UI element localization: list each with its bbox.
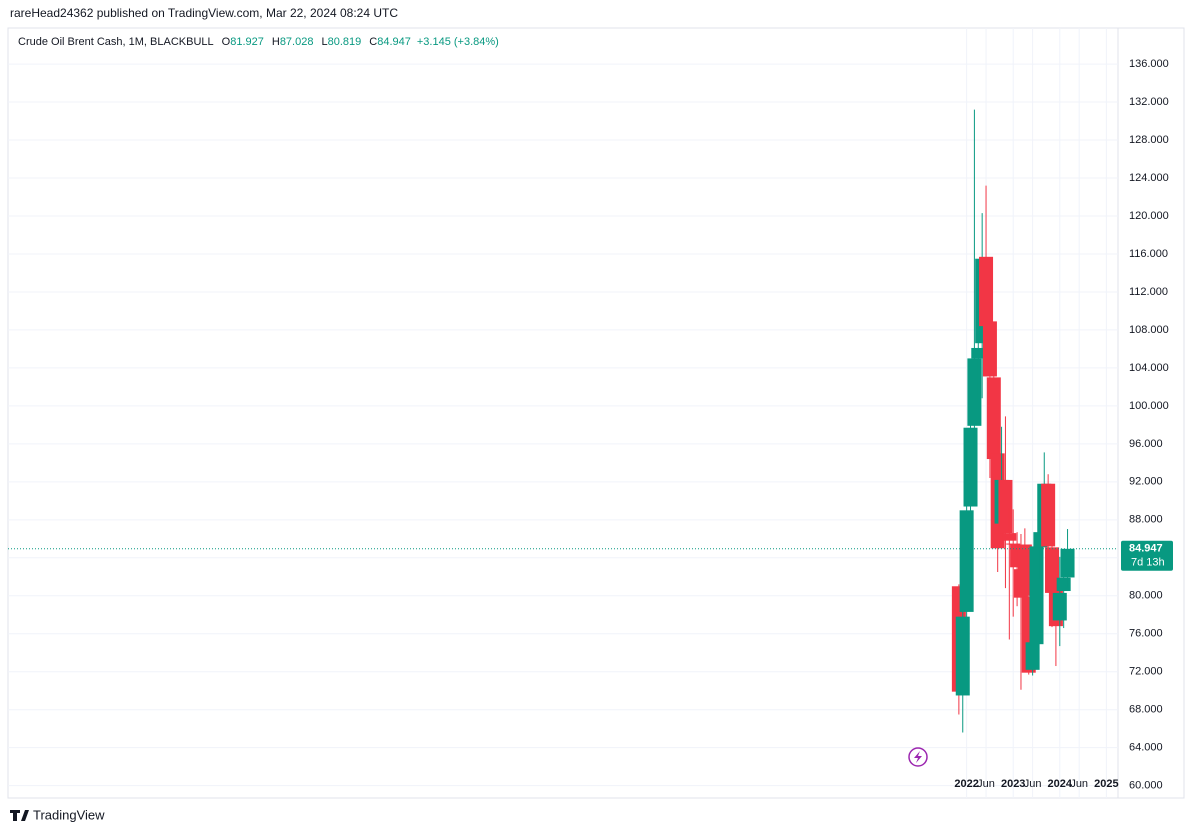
y-tick-label: 68.000 <box>1129 704 1163 716</box>
y-tick-label: 76.000 <box>1129 628 1163 640</box>
x-tick-label: 2024 <box>1048 778 1073 790</box>
y-tick-label: 96.000 <box>1129 438 1163 450</box>
x-tick-label: Jun <box>1024 778 1042 790</box>
y-tick-label: 72.000 <box>1129 666 1163 678</box>
candle-body <box>1017 544 1032 596</box>
candle-body <box>1045 547 1060 593</box>
candle-body <box>1060 548 1075 578</box>
x-tick-label: 2022 <box>954 778 978 790</box>
candle-body <box>1056 577 1071 592</box>
change: +3.145 (+3.84%) <box>417 36 499 48</box>
candle-body <box>959 510 974 612</box>
x-tick-label: 2025 <box>1094 778 1118 790</box>
candle-body <box>963 427 978 507</box>
y-tick-label: 120.000 <box>1129 210 1169 222</box>
ohlc-value: 81.927 <box>230 36 264 48</box>
candle-body <box>1041 483 1056 547</box>
y-tick-label: 88.000 <box>1129 514 1163 526</box>
y-tick-label: 132.000 <box>1129 96 1169 108</box>
price-label-box <box>1121 540 1173 571</box>
y-tick-label: 112.000 <box>1129 286 1168 298</box>
candle-body <box>1025 642 1040 670</box>
candle-body <box>998 479 1013 534</box>
candle-body <box>971 347 986 359</box>
brand-logo <box>10 810 29 821</box>
countdown: 7d 13h <box>1131 557 1165 569</box>
y-tick-label: 136.000 <box>1129 58 1169 70</box>
candle-body <box>1002 533 1017 541</box>
labels: 60.00064.00068.00072.00076.00080.00084.0… <box>18 36 1173 792</box>
ohlc-key: O <box>222 36 231 48</box>
published-note: rareHead24362 published on TradingView.c… <box>10 6 398 20</box>
y-tick-label: 64.000 <box>1129 742 1163 754</box>
symbol-title: Crude Oil Brent Cash, 1M, BLACKBULL <box>18 36 214 48</box>
candle-body <box>982 321 997 377</box>
y-tick-label: 116.000 <box>1129 248 1168 260</box>
candle-body <box>1052 592 1067 621</box>
ohlc-value: 87.028 <box>280 36 314 48</box>
candle-body <box>955 616 970 696</box>
ohlc-value: 84.947 <box>377 36 411 48</box>
y-tick-label: 104.000 <box>1129 362 1169 374</box>
x-tick-label: Jun <box>1070 778 1088 790</box>
x-tick-label: Jun <box>977 778 995 790</box>
candle-body <box>967 358 982 426</box>
candles <box>8 109 1118 733</box>
grid <box>8 28 1118 798</box>
x-tick-label: 2023 <box>1001 778 1025 790</box>
candle-body <box>1006 543 1021 545</box>
event-icon[interactable] <box>908 747 928 767</box>
ohlc-key: C <box>369 36 377 48</box>
y-tick-label: 128.000 <box>1129 134 1169 146</box>
brand: TradingView <box>33 807 105 822</box>
ohlc-value: 80.819 <box>328 36 362 48</box>
candle-body <box>986 377 1001 460</box>
y-tick-label: 124.000 <box>1129 172 1169 184</box>
ohlc-key: H <box>272 36 280 48</box>
candle-body <box>979 256 994 327</box>
y-tick-label: 60.000 <box>1129 780 1163 792</box>
legend-header: Crude Oil Brent Cash, 1M, BLACKBULL O81.9… <box>18 36 499 48</box>
ohlc-key: L <box>321 36 327 48</box>
y-tick-label: 92.000 <box>1129 476 1163 488</box>
y-tick-label: 100.000 <box>1129 400 1169 412</box>
price-label: 84.947 <box>1129 543 1163 555</box>
y-tick-label: 108.000 <box>1129 324 1169 336</box>
y-tick-label: 80.000 <box>1129 590 1163 602</box>
candle-body <box>1029 546 1044 645</box>
event-bolt <box>914 751 922 763</box>
